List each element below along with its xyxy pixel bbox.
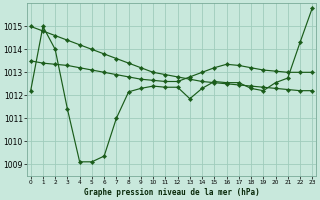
X-axis label: Graphe pression niveau de la mer (hPa): Graphe pression niveau de la mer (hPa) [84,188,259,197]
